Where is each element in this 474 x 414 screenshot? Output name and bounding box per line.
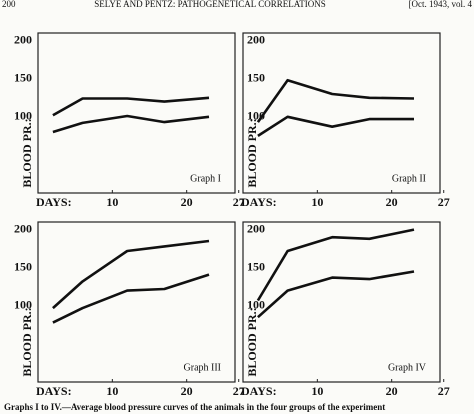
plot-frame [242,32,441,194]
blood-pressure-line [256,78,415,123]
y-tick-label: 150 [247,259,265,273]
y-tick-label: 150 [247,70,265,84]
x-axis-label: DAYS: [36,384,72,398]
page-number: 200 [2,0,16,9]
x-tick-label: 10 [106,195,118,209]
y-axis-label: BLOOD PR.: [245,307,259,376]
y-axis-label: BLOOD PR.: [20,118,34,187]
x-tick-label: 10 [311,384,323,398]
x-tick-label: 10 [106,384,118,398]
issue: [Oct. 1943, vol. 4 [409,0,473,9]
blood-pressure-line [52,96,210,117]
y-tick-label: 200 [14,32,32,46]
x-tick-label: 27 [233,195,245,209]
caption: Graphs I to IV.—Average blood pressure c… [4,402,385,412]
blood-pressure-line [257,115,414,137]
plot-frame [37,221,236,383]
blood-pressure-line [52,239,210,310]
graph-title: Graph I [190,173,221,184]
x-tick-label: 27 [438,195,450,209]
x-axis-label: DAYS: [36,195,72,209]
x-tick-label: 10 [311,195,323,209]
y-tick-label: 100 [14,298,32,312]
plot-frame [242,221,441,383]
graph-title: Graph III [184,362,221,373]
x-tick-label: 20 [386,195,398,209]
blood-pressure-line [52,114,210,134]
x-tick-label: 20 [386,384,398,398]
x-tick-label: 20 [181,384,193,398]
y-tick-label: 200 [247,32,265,46]
y-tick-label: 200 [247,221,265,235]
blood-pressure-line [256,228,415,302]
running-title: SELYE AND PENTZ: PATHOGENETICAL CORRELAT… [94,0,325,9]
y-tick-label: 100 [247,298,265,312]
x-tick-label: 27 [233,384,245,398]
blood-pressure-line [257,270,415,319]
y-axis-label: BLOOD PR.: [20,307,34,376]
graph-title: Graph II [392,173,426,184]
x-tick-label: 20 [181,195,193,209]
plot-frame [37,32,236,194]
graph-title: Graph IV [388,362,427,373]
y-tick-label: 150 [14,259,32,273]
y-axis-label: BLOOD PR.: [245,118,259,187]
y-tick-label: 100 [14,109,32,123]
x-axis-label: DAYS: [241,384,277,398]
y-tick-label: 200 [14,221,32,235]
x-axis-label: DAYS: [241,195,277,209]
blood-pressure-line [52,273,210,324]
y-tick-label: 150 [14,70,32,84]
x-tick-label: 27 [438,384,450,398]
